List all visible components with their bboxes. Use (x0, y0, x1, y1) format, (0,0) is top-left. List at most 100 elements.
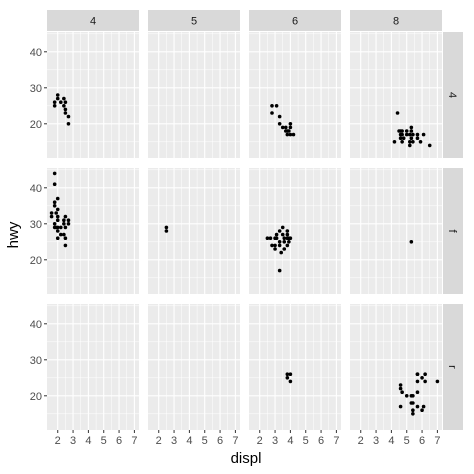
data-point (282, 240, 287, 244)
data-point (415, 390, 420, 395)
y-tick-label: 40 (30, 183, 42, 195)
data-point (274, 236, 279, 240)
data-point (63, 243, 68, 248)
data-point (400, 132, 404, 137)
data-point (404, 394, 409, 398)
data-point (63, 236, 68, 240)
x-tick-label: 6 (318, 435, 324, 447)
x-tick-label: 2 (156, 435, 162, 447)
data-point (411, 394, 415, 398)
panel-background (148, 168, 240, 294)
panel-8-f (350, 168, 442, 294)
data-point (55, 229, 60, 233)
data-point (285, 372, 290, 377)
panel-5-4 (148, 32, 240, 158)
data-point (59, 232, 63, 237)
data-point (55, 214, 60, 219)
data-point (415, 136, 420, 140)
data-point (411, 401, 415, 405)
data-point (277, 114, 282, 119)
data-point (164, 229, 169, 233)
x-axis-title: displ (231, 450, 262, 467)
data-point (420, 408, 424, 413)
data-point (55, 218, 60, 222)
facet-strip-row-r (443, 304, 463, 430)
panel-background (47, 168, 139, 294)
y-tick-label: 30 (30, 83, 42, 95)
data-point (288, 236, 293, 240)
data-point (66, 222, 71, 226)
data-point (52, 204, 57, 208)
data-point (270, 243, 274, 248)
data-point (280, 125, 285, 130)
x-tick-label: 6 (217, 435, 223, 447)
facet-label-row-f: f (446, 229, 458, 233)
data-point (52, 222, 57, 226)
data-point (62, 222, 66, 226)
data-point (408, 140, 412, 144)
data-point (49, 211, 54, 215)
data-point (277, 122, 282, 126)
panel-background (47, 32, 139, 158)
facet-strip-col-5 (148, 10, 240, 31)
data-point (59, 225, 63, 230)
data-point (279, 250, 284, 255)
x-tick-label: 3 (272, 435, 278, 447)
data-point (420, 376, 424, 380)
data-point (418, 140, 423, 144)
data-point (423, 372, 427, 377)
x-tick-label: 4 (388, 435, 394, 447)
data-point (277, 229, 282, 233)
data-point (415, 404, 420, 409)
y-tick-label: 40 (30, 47, 42, 59)
data-point (288, 132, 293, 137)
x-tick-label: 6 (116, 435, 122, 447)
data-point (400, 129, 404, 133)
data-point (411, 412, 415, 416)
panel-8-r (350, 304, 442, 430)
facet-label-row-4: 4 (446, 92, 458, 98)
data-point (392, 140, 397, 144)
data-point (291, 132, 296, 137)
panel-5-f (148, 168, 240, 294)
data-point (52, 182, 57, 186)
panel-4-f (47, 168, 139, 294)
data-point (277, 268, 282, 273)
y-tick-label: 20 (30, 255, 42, 267)
data-point (421, 404, 426, 409)
data-point (282, 247, 287, 251)
data-point (54, 211, 58, 215)
facet-strip-row-f (443, 168, 463, 294)
data-point (62, 232, 66, 237)
x-tick-label: 5 (101, 435, 107, 447)
x-tick-label: 4 (85, 435, 91, 447)
data-point (280, 225, 285, 230)
data-point (55, 93, 60, 97)
x-tick-label: 7 (232, 435, 238, 447)
data-point (400, 140, 404, 144)
panel-6-r (249, 304, 341, 430)
data-point (287, 129, 291, 133)
data-point (411, 140, 415, 144)
y-tick-label: 30 (30, 219, 42, 231)
data-point (277, 240, 282, 244)
data-point (409, 125, 414, 130)
data-point (62, 96, 66, 101)
panel-background (148, 32, 240, 158)
data-point (268, 236, 273, 240)
panel-background (47, 304, 139, 430)
x-tick-label: 7 (131, 435, 137, 447)
x-tick-label: 7 (333, 435, 339, 447)
data-point (282, 236, 287, 240)
y-tick-label: 40 (30, 319, 42, 331)
data-point (423, 379, 427, 384)
data-point (280, 232, 285, 237)
data-point (285, 243, 290, 248)
facet-label-col-6: 6 (292, 16, 298, 28)
data-point (285, 376, 290, 380)
x-tick-label: 5 (404, 435, 410, 447)
panel-5-r (148, 304, 240, 430)
panel-background (249, 304, 341, 430)
data-point (400, 390, 404, 395)
